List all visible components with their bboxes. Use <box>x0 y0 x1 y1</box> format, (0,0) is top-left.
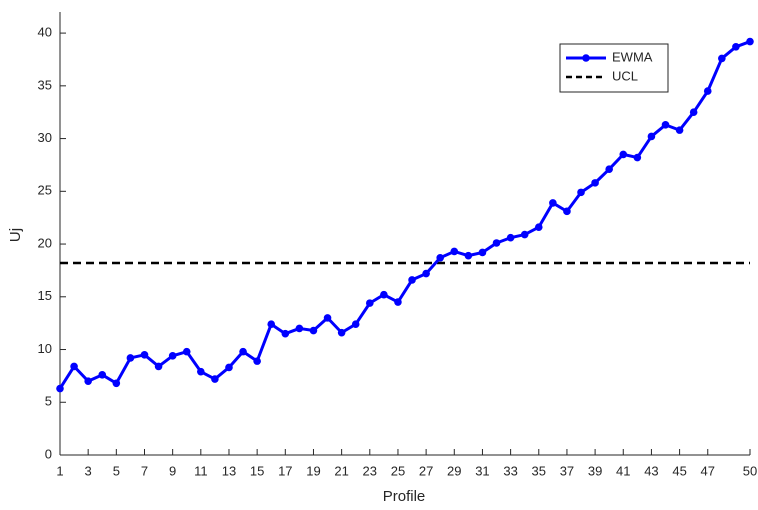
point <box>422 269 430 278</box>
x-tick-label: 47 <box>701 463 715 478</box>
x-tick-label: 43 <box>644 463 658 478</box>
point <box>394 298 402 306</box>
point <box>365 299 374 307</box>
x-tick-label: 35 <box>532 463 546 478</box>
x-tick-label: 39 <box>588 463 602 478</box>
x-tick-label: 41 <box>616 463 630 478</box>
x-tick-label: 50 <box>743 463 757 478</box>
legend-label: EWMA <box>612 49 653 64</box>
point <box>112 379 121 388</box>
point <box>309 326 318 335</box>
point <box>253 357 261 365</box>
point <box>197 367 205 376</box>
x-tick-label: 17 <box>278 463 292 478</box>
point <box>351 320 360 329</box>
point <box>591 179 599 187</box>
x-tick-label: 27 <box>419 463 433 478</box>
point <box>323 314 332 322</box>
point <box>549 199 557 207</box>
point <box>182 347 191 356</box>
point <box>70 362 78 371</box>
x-tick-label: 37 <box>560 463 574 478</box>
legend-box <box>559 43 669 93</box>
y-tick-label: 0 <box>45 446 52 461</box>
legend-marker <box>582 54 590 62</box>
point <box>520 230 529 239</box>
point <box>436 253 445 262</box>
point <box>661 121 670 129</box>
x-tick-label: 11 <box>194 463 208 478</box>
legend-label: UCL <box>612 68 638 83</box>
x-axis-label: Profile <box>383 488 426 505</box>
point <box>605 165 613 173</box>
x-tick-label: 21 <box>334 463 348 478</box>
point <box>563 207 571 216</box>
point <box>450 247 459 256</box>
x-tick-label: 33 <box>503 463 517 478</box>
series-line <box>58 40 751 390</box>
x-tick-label: 31 <box>475 463 489 478</box>
point <box>577 188 585 197</box>
point <box>633 153 642 162</box>
x-tick-label: 13 <box>222 463 236 478</box>
point <box>718 54 726 63</box>
point <box>619 150 628 159</box>
point <box>56 384 64 393</box>
point <box>225 363 233 372</box>
point <box>295 324 304 333</box>
y-axis-label: Uj <box>7 228 24 242</box>
point <box>98 371 107 379</box>
x-tick-label: 29 <box>447 463 461 478</box>
point <box>211 375 219 383</box>
point <box>746 37 754 46</box>
point <box>408 276 416 284</box>
point <box>154 362 163 371</box>
point <box>239 347 247 356</box>
point <box>281 329 290 338</box>
point <box>689 108 698 117</box>
point <box>675 126 684 134</box>
point <box>380 290 388 299</box>
x-tick-label: 23 <box>363 463 377 478</box>
point <box>492 239 501 247</box>
x-tick-label: 45 <box>672 463 686 478</box>
x-tick-label: 15 <box>250 463 264 478</box>
x-tick-label: 3 <box>85 463 92 478</box>
point <box>267 320 276 329</box>
y-tick-label: 35 <box>38 77 52 92</box>
y-tick-label: 25 <box>38 183 52 198</box>
y-tick-label: 20 <box>38 235 52 250</box>
point <box>464 251 473 260</box>
point <box>478 248 487 257</box>
x-tick-label: 25 <box>391 463 405 478</box>
point <box>534 223 543 231</box>
point <box>126 354 135 362</box>
point <box>337 328 346 337</box>
x-tick-label: 19 <box>306 463 320 478</box>
point <box>506 233 515 242</box>
y-tick-label: 10 <box>38 341 52 356</box>
point <box>732 43 740 51</box>
x-tick-label: 1 <box>56 463 63 478</box>
x-tick-label: 9 <box>169 463 176 478</box>
x-tick-label: 7 <box>141 463 148 478</box>
y-tick-label: 5 <box>45 394 52 409</box>
point <box>84 377 92 385</box>
point <box>703 87 712 95</box>
y-tick-label: 40 <box>38 25 52 40</box>
point <box>168 352 177 360</box>
x-tick-label: 5 <box>113 463 120 478</box>
y-tick-label: 30 <box>38 130 52 145</box>
y-tick-label: 15 <box>38 288 52 303</box>
point <box>647 132 656 141</box>
point <box>140 350 149 359</box>
